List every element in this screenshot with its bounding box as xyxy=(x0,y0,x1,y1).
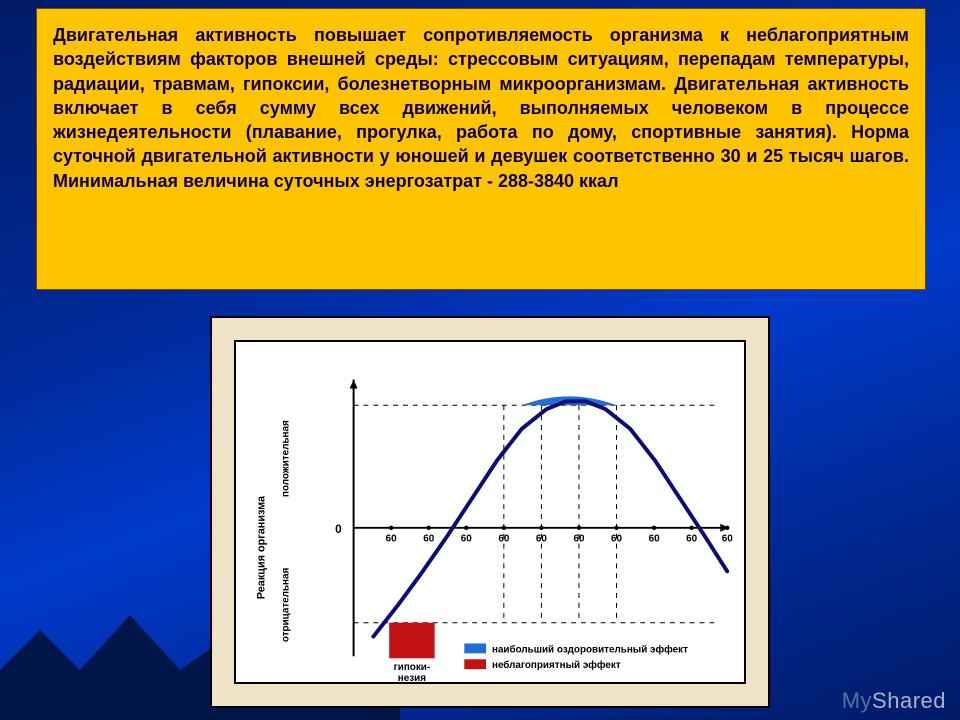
svg-text:положительная: положительная xyxy=(280,420,291,497)
info-text-panel: Двигательная активность повышает сопроти… xyxy=(36,8,926,290)
svg-text:60: 60 xyxy=(611,534,622,545)
watermark-right: Shared xyxy=(872,688,946,713)
svg-text:60: 60 xyxy=(461,534,472,545)
svg-text:60: 60 xyxy=(686,534,697,545)
svg-text:гипоки-: гипоки- xyxy=(394,662,430,673)
svg-text:0: 0 xyxy=(335,522,342,536)
svg-text:60: 60 xyxy=(573,534,584,545)
svg-text:незия: незия xyxy=(398,673,426,682)
svg-text:60: 60 xyxy=(498,534,509,545)
svg-text:60: 60 xyxy=(386,534,397,545)
svg-text:60: 60 xyxy=(423,534,434,545)
svg-text:неблагоприятный эффект: неблагоприятный эффект xyxy=(492,660,621,671)
svg-text:отрицательная: отрицательная xyxy=(280,568,291,643)
response-curve-chart: 60 60 60 60 60 60 60 60 60 60 0 Реакция организма п… xyxy=(236,342,744,682)
svg-text:60: 60 xyxy=(722,534,733,545)
chart-card: 60 60 60 60 60 60 60 60 60 60 0 Реакция организма п… xyxy=(210,316,770,708)
svg-text:60: 60 xyxy=(649,534,660,545)
watermark-left: My xyxy=(842,688,872,713)
svg-text:Реакция организма: Реакция организма xyxy=(256,495,268,599)
watermark: MyShared xyxy=(842,688,946,714)
svg-text:наибольший оздоровительный эфф: наибольший оздоровительный эффект xyxy=(492,644,688,655)
chart-inner: 60 60 60 60 60 60 60 60 60 60 0 Реакция организма п… xyxy=(234,340,746,684)
svg-text:60: 60 xyxy=(536,534,547,545)
